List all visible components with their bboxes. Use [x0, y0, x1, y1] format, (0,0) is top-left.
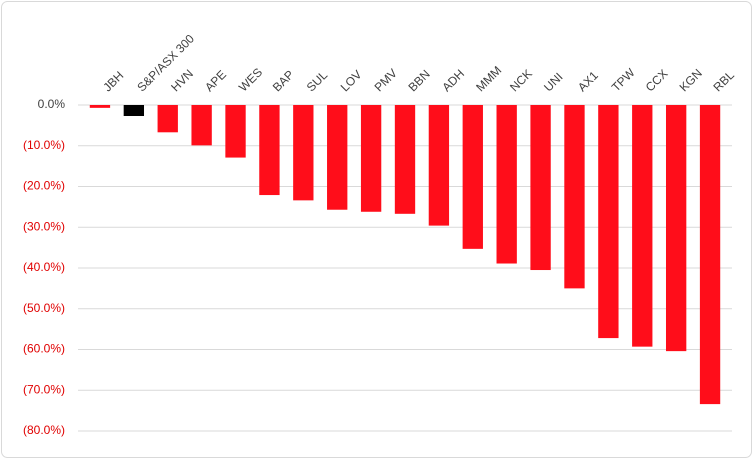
bar	[598, 105, 619, 339]
bar	[530, 105, 551, 271]
bar	[89, 105, 111, 108]
bar	[123, 105, 145, 117]
bar	[428, 105, 450, 226]
bar	[699, 105, 721, 405]
bar	[293, 105, 314, 201]
bar	[665, 105, 687, 352]
y-tick-label: (60.0%)	[23, 342, 65, 356]
y-tick-label: (80.0%)	[23, 423, 65, 437]
bar	[327, 105, 348, 210]
bar	[632, 105, 653, 347]
y-tick-label: (40.0%)	[23, 260, 65, 274]
y-tick-label: (50.0%)	[23, 301, 65, 315]
y-tick-label: (30.0%)	[23, 219, 65, 233]
y-tick-label: (10.0%)	[23, 138, 65, 152]
bar	[157, 105, 178, 133]
bar	[394, 105, 416, 214]
bar	[360, 105, 382, 212]
bar	[496, 105, 517, 264]
bar	[564, 105, 585, 289]
y-tick-label: 0.0%	[38, 97, 66, 111]
y-tick-label: (70.0%)	[23, 382, 65, 396]
bar	[462, 105, 483, 249]
bar	[225, 105, 246, 158]
y-tick-label: (20.0%)	[23, 179, 65, 193]
bar	[191, 105, 212, 146]
bar	[259, 105, 280, 196]
